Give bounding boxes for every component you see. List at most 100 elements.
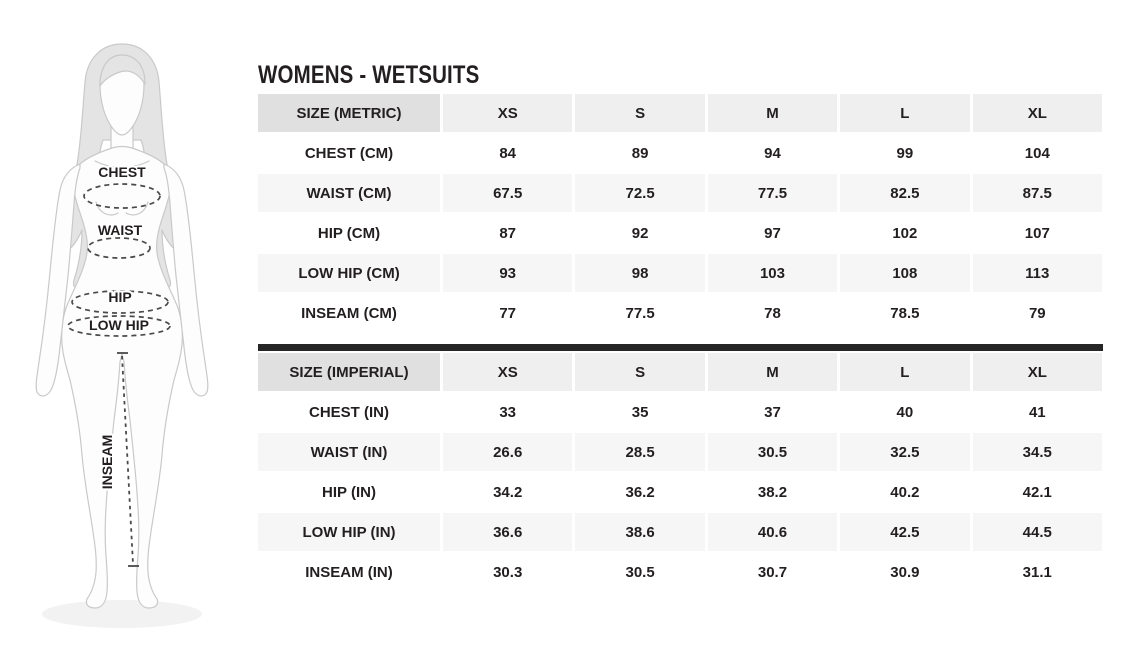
measurement-value: 42.1 (1022, 483, 1052, 501)
page-title: WOMENS - WETSUITS (258, 61, 480, 89)
measurement-label: WAIST (CM) (258, 174, 440, 212)
measurement-row: LOW HIP (CM) 93 98 103 108 113 (258, 254, 1102, 292)
measurement-value: 30.5 (707, 433, 838, 471)
measurement-value: 36.2 (625, 483, 655, 501)
measurement-value: 44.5 (972, 513, 1102, 551)
floor-shadow (42, 600, 202, 628)
measurement-value: 113 (972, 254, 1102, 292)
measurement-value: 34.2 (493, 483, 523, 501)
measurement-value: 40.6 (707, 513, 838, 551)
measurement-value: 40.2 (890, 483, 920, 501)
imperial-size-table: SIZE (IMPERIAL) XS S M L XL CHEST (IN) 33 35 37 40… (255, 351, 1105, 593)
left-arm-shape (35, 163, 81, 397)
right-arm-shape (163, 163, 209, 397)
measurement-value: 40 (896, 403, 914, 421)
size-column-header: XS (443, 94, 573, 132)
chest-measure-ellipse (83, 183, 161, 209)
measurement-value: 32.5 (840, 433, 970, 471)
measurement-value: 84 (499, 144, 517, 162)
measurement-value: 33 (499, 403, 517, 421)
measurement-value: 72.5 (575, 174, 705, 212)
measurement-value: 37 (764, 403, 781, 421)
measurement-label: CHEST (IN) (309, 403, 389, 421)
measurement-value: 92 (631, 224, 649, 242)
hair-fringe-shape (99, 54, 146, 87)
measurement-value: 77 (499, 304, 517, 322)
measurement-row: CHEST (CM) 84 89 94 99 104 (258, 134, 1102, 172)
collar-seam-left (94, 160, 120, 168)
size-label-header: SIZE (METRIC) (258, 94, 440, 132)
measurement-value: 34.5 (972, 433, 1102, 471)
measurement-value: 102 (892, 224, 918, 242)
measurement-value: 108 (840, 254, 970, 292)
measurement-value: 30.3 (493, 563, 523, 581)
measurement-value: 36.6 (443, 513, 573, 551)
measurement-label: LOW HIP (IN) (258, 513, 440, 551)
measurement-value: 89 (631, 144, 649, 162)
waist-measure-ellipse (87, 237, 151, 259)
measurement-value: 41 (1028, 403, 1046, 421)
size-header-row: SIZE (METRIC) XS S M L XL (258, 94, 1102, 132)
waist-label: WAIST (98, 222, 143, 238)
size-column-header: M (707, 353, 838, 391)
size-label-header: SIZE (IMPERIAL) (258, 353, 440, 391)
body-measurement-figure: CHEST WAIST HIP LOW HIP INSEAM (35, 43, 209, 628)
measurement-row: INSEAM (CM) 77 77.5 78 78.5 79 (258, 294, 1102, 332)
size-column-header: XL (972, 353, 1102, 391)
measurement-value: 87 (499, 224, 517, 242)
measurement-value: 38.2 (757, 483, 788, 501)
measurement-value: 67.5 (443, 174, 573, 212)
inseam-measure-line (121, 355, 134, 565)
hip-label: HIP (108, 289, 131, 305)
hip-measure-ellipse (71, 290, 169, 314)
size-column-header: L (840, 94, 970, 132)
measurement-value: 104 (1024, 144, 1050, 162)
measurement-row: INSEAM (IN) 30.3 30.5 30.7 30.9 31.1 (258, 553, 1102, 591)
measurement-value: 30.9 (890, 563, 920, 581)
measurement-row: HIP (IN) 34.2 36.2 38.2 40.2 42.1 (258, 473, 1102, 511)
measurement-row: WAIST (IN) 26.6 28.5 30.5 32.5 34.5 (258, 433, 1102, 471)
low-hip-measure-ellipse (67, 315, 171, 337)
table-divider (258, 344, 1103, 351)
size-column-header: M (707, 94, 838, 132)
measurement-value: 99 (896, 144, 914, 162)
measurement-label: INSEAM (CM) (301, 304, 397, 322)
measurement-row: LOW HIP (IN) 36.6 38.6 40.6 42.5 44.5 (258, 513, 1102, 551)
measurement-value: 79 (1028, 304, 1046, 322)
size-column-header: XS (443, 353, 573, 391)
measurement-value: 31.1 (1022, 563, 1052, 581)
measurement-value: 93 (443, 254, 573, 292)
collar-seam-right (124, 160, 150, 168)
size-column-header: S (575, 94, 705, 132)
measurement-value: 30.7 (757, 563, 788, 581)
measurement-label: LOW HIP (CM) (258, 254, 440, 292)
measurement-value: 98 (575, 254, 705, 292)
measurement-value: 77.5 (625, 304, 655, 322)
measurement-label: HIP (IN) (322, 483, 376, 501)
size-tables-area: WOMENS - WETSUITS SIZE (METRIC) XS S M L XL CH… (258, 0, 1108, 664)
size-column-header: L (840, 353, 970, 391)
measurement-value: 35 (631, 403, 649, 421)
measurement-value: 78.5 (890, 304, 920, 322)
measurement-value: 78 (764, 304, 781, 322)
size-header-row: SIZE (IMPERIAL) XS S M L XL (258, 353, 1102, 391)
measurement-row: WAIST (CM) 67.5 72.5 77.5 82.5 87.5 (258, 174, 1102, 212)
low-hip-label: LOW HIP (89, 317, 149, 333)
measurement-value: 77.5 (707, 174, 838, 212)
measurement-row: CHEST (IN) 33 35 37 40 41 (258, 393, 1102, 431)
measurement-value: 97 (764, 224, 781, 242)
measurement-value: 87.5 (972, 174, 1102, 212)
measurement-value: 42.5 (840, 513, 970, 551)
measurement-value: 103 (707, 254, 838, 292)
body-shape (61, 145, 183, 609)
measurement-value: 28.5 (575, 433, 705, 471)
measurement-value: 107 (1024, 224, 1050, 242)
metric-size-table: SIZE (METRIC) XS S M L XL CHEST (CM) 84 89 94 99 10… (255, 92, 1105, 334)
size-column-header: XL (972, 94, 1102, 132)
measurement-value: 38.6 (575, 513, 705, 551)
measurement-value: 26.6 (443, 433, 573, 471)
measurement-label: WAIST (IN) (258, 433, 440, 471)
measurement-label: INSEAM (IN) (305, 563, 393, 581)
measurement-value: 94 (764, 144, 781, 162)
